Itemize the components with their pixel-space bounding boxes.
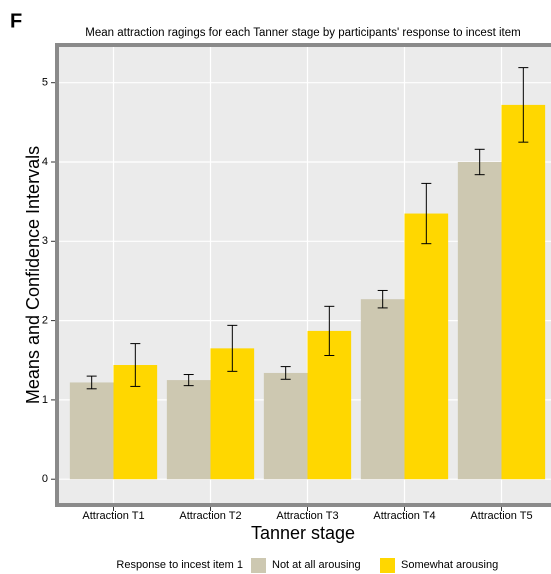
x-tick-label: Attraction T4 <box>373 510 435 522</box>
y-tick-label: 2 <box>42 315 48 327</box>
error-bar <box>280 366 291 380</box>
bar <box>263 372 308 480</box>
error-bar <box>183 374 194 387</box>
y-tick-label: 1 <box>42 394 48 406</box>
panel-label: F <box>10 10 22 32</box>
y-tick-label: 4 <box>42 156 48 168</box>
bar <box>404 213 449 480</box>
bar <box>69 382 114 480</box>
legend-swatch <box>380 558 395 573</box>
legend-label: Not at all arousing <box>272 559 361 571</box>
x-tick-label: Attraction T2 <box>179 510 241 522</box>
y-tick-label: 5 <box>42 77 48 89</box>
chart-title: Mean attraction ragings for each Tanner … <box>85 27 520 39</box>
bar <box>457 161 502 480</box>
error-bar <box>324 305 335 356</box>
error-bar <box>421 182 432 245</box>
x-axis-title: Tanner stage <box>251 523 355 543</box>
error-bar <box>474 148 485 176</box>
legend-label: Somewhat arousing <box>401 559 498 571</box>
error-bar <box>130 343 141 387</box>
x-tick-label: Attraction T3 <box>276 510 338 522</box>
y-tick-label: 3 <box>42 235 48 247</box>
error-bar <box>377 289 388 309</box>
y-axis-title: Means and Confidence Intervals <box>23 146 43 404</box>
error-bar <box>86 375 97 390</box>
y-tick-label: 0 <box>42 473 48 485</box>
legend-title: Response to incest item 1 <box>116 559 243 571</box>
legend-swatch <box>251 558 266 573</box>
error-bar <box>518 67 529 143</box>
bar <box>166 380 211 480</box>
x-tick-label: Attraction T5 <box>470 510 532 522</box>
x-tick-label: Attraction T1 <box>82 510 144 522</box>
error-bar <box>227 324 238 372</box>
bar <box>360 299 405 480</box>
bar <box>501 104 546 480</box>
